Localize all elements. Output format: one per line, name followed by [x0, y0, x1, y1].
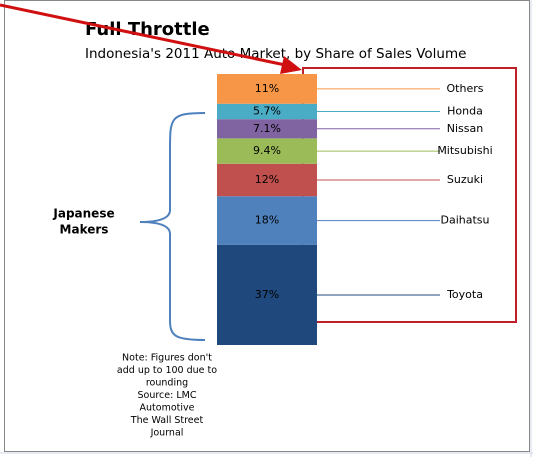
note-line: rounding — [146, 378, 188, 389]
value-label: 11% — [255, 82, 279, 95]
bar-segment — [217, 163, 317, 197]
category-label: Daihatsu — [441, 214, 490, 227]
category-label: Nissan — [447, 122, 483, 135]
bar-segment — [217, 103, 317, 120]
note-line: Source: LMC — [138, 390, 197, 401]
note-line: The Wall Street — [130, 415, 204, 426]
note-line: add up to 100 due to — [117, 365, 217, 376]
value-label: 7.1% — [253, 122, 281, 135]
category-label: Others — [447, 82, 484, 95]
category-label: Toyota — [446, 288, 483, 301]
note-line: Note: Figures don't — [122, 353, 212, 364]
chart-subtitle: Indonesia's 2011 Auto Market, by Share o… — [85, 46, 466, 62]
value-label: 18% — [255, 214, 279, 227]
bar-segment — [217, 196, 317, 245]
value-label: 37% — [255, 288, 279, 301]
bar-segment — [217, 74, 317, 104]
arrow-head — [280, 56, 302, 74]
brace — [139, 112, 206, 341]
note-line: Journal — [150, 428, 184, 439]
chart-title: Full Throttle — [85, 19, 210, 40]
group-label: Japanese — [52, 207, 114, 221]
value-label: 5.7% — [253, 104, 281, 117]
note-line: Automotive — [140, 403, 195, 414]
arrow-shaft — [0, 3, 291, 68]
bar-segment — [217, 138, 317, 164]
category-label: Honda — [447, 104, 483, 117]
bar-segment — [217, 119, 317, 139]
category-label: Suzuki — [447, 173, 483, 186]
value-label: 12% — [255, 173, 279, 186]
group-label: Makers — [60, 223, 109, 237]
bar-segment — [217, 244, 317, 345]
category-label: Mitsubishi — [437, 144, 492, 157]
value-label: 9.4% — [253, 144, 281, 157]
